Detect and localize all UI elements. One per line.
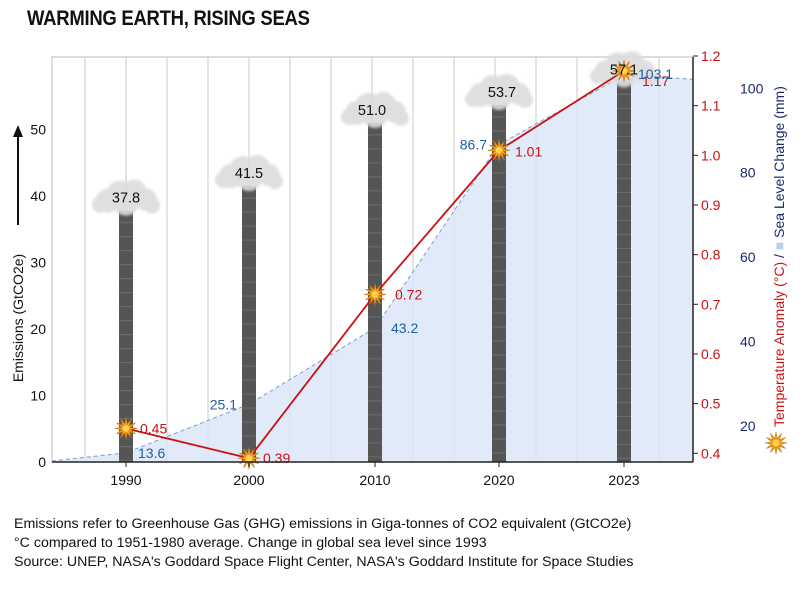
note-source: Source: UNEP, NASA's Goddard Space Fligh…	[14, 554, 634, 570]
right-inner-tick-label: 1.1	[701, 98, 721, 114]
smoke-cloud	[215, 155, 283, 192]
smoke-puff	[362, 101, 388, 128]
sea-level-value-label: 103.1	[638, 66, 673, 82]
emission-bar	[119, 210, 133, 462]
emission-value-label: 51.0	[358, 103, 386, 119]
temperature-line	[114, 59, 636, 470]
right-inner-tick-label: 1.2	[701, 48, 721, 64]
temperature-marker	[487, 139, 511, 162]
star-core	[620, 67, 628, 75]
smoke-puff	[215, 172, 231, 189]
star-core	[245, 455, 253, 462]
temperature-marker	[237, 447, 261, 470]
chart-plot: 37.8 41.5 51.0 53.7 57.1 0.45 0.39 0.72 1.01 1.17…	[10, 48, 788, 488]
right-outer-tick-label: 100	[740, 80, 764, 96]
right-axis-title-temperature: Temperature Anomaly (°C)	[771, 262, 787, 427]
emission-bar	[492, 104, 506, 462]
temperature-marker	[363, 283, 387, 306]
sea-level-fill	[52, 75, 693, 462]
left-tick-label: 0	[38, 454, 46, 470]
temperature-marker	[612, 59, 636, 82]
smoke-cloud	[341, 91, 409, 128]
right-axis-temperature-legend-marker	[764, 431, 788, 455]
temperature-value-label: 0.39	[263, 450, 290, 466]
right-axis-title-sea-marker: ■	[771, 238, 787, 250]
temperature-value-label: 1.01	[515, 143, 542, 159]
left-axis-arrow-head	[13, 125, 23, 137]
smoke-puff	[113, 189, 139, 216]
emission-bars	[92, 51, 658, 463]
right-axis-title-sea: Sea Level Change (mm)	[771, 86, 787, 238]
emission-bar	[617, 82, 631, 463]
right-inner-tick-label: 0.9	[701, 197, 721, 213]
temperature-value-label: 1.17	[642, 73, 669, 89]
smoke-puff	[517, 91, 533, 108]
sea-level-value-label: 86.7	[460, 136, 487, 152]
right-inner-tick-label: 0.8	[701, 247, 721, 263]
star-core	[371, 291, 379, 298]
left-tick-label: 10	[30, 388, 46, 404]
x-tick-label: 2023	[608, 472, 639, 488]
left-tick-label: 50	[30, 122, 46, 138]
right-inner-tick-label: 0.7	[701, 296, 721, 312]
smoke-puff	[267, 173, 283, 190]
right-axis-title: Temperature Anomaly (°C) / ■ Sea Level C…	[771, 86, 787, 427]
star-core	[495, 147, 503, 154]
right-inner-tick-label: 0.5	[701, 396, 721, 412]
right-inner-tick-label: 0.6	[701, 346, 721, 362]
emission-value-label: 57.1	[610, 62, 638, 78]
x-tick-label: 2000	[233, 472, 264, 488]
data-labels: 37.8 41.5 51.0 53.7 57.1 0.45 0.39 0.72 1.01 1.17…	[112, 62, 673, 466]
smoke-puff	[393, 109, 409, 126]
sea-level-value-label: 43.2	[391, 320, 418, 336]
smoke-cloud	[465, 73, 533, 110]
right-axis-title-separator: /	[771, 250, 787, 262]
right-outer-tick-label: 60	[740, 249, 756, 265]
smoke-puff	[486, 83, 512, 110]
chart-title: WARMING EARTH, RISING SEAS	[27, 7, 310, 30]
emission-value-label: 53.7	[488, 85, 516, 101]
sea-level-value-label: 25.1	[210, 396, 237, 412]
temperature-marker	[114, 417, 138, 440]
x-tick-label: 2010	[359, 472, 390, 488]
left-axis-title: Emissions (GtCO2e)	[10, 254, 26, 382]
right-outer-tick-label: 80	[740, 165, 756, 181]
note-baseline: °C compared to 1951-1980 average. Change…	[14, 535, 487, 551]
smoke-puff	[144, 197, 160, 214]
smoke-puff	[341, 108, 357, 125]
smoke-puff	[236, 165, 262, 192]
temperature-value-label: 0.45	[140, 420, 167, 436]
right-inner-tick-label: 0.4	[701, 445, 721, 461]
smoke-puff	[590, 68, 606, 85]
star-core	[772, 439, 780, 447]
left-tick-label: 40	[30, 188, 46, 204]
sea-level-value-label: 13.6	[138, 445, 165, 461]
right-outer-tick-label: 20	[740, 418, 756, 434]
left-tick-label: 30	[30, 255, 46, 271]
note-definition: Emissions refer to Greenhouse Gas (GHG) …	[14, 516, 632, 532]
smoke-puff	[642, 69, 658, 86]
axes: 1990 2000 2010 2020 2023 0 10 20 30 40 50 0.4 0.5 0.6…	[10, 48, 788, 488]
chart-notes: Emissions refer to Greenhouse Gas (GHG) …	[14, 515, 633, 572]
emission-value-label: 37.8	[112, 191, 140, 207]
left-tick-label: 20	[30, 321, 46, 337]
smoke-puff	[92, 196, 108, 213]
right-outer-tick-label: 40	[740, 333, 756, 349]
star-core	[122, 425, 130, 432]
emission-value-label: 41.5	[235, 166, 263, 182]
temperature-value-label: 0.72	[395, 286, 422, 302]
x-tick-label: 1990	[110, 472, 141, 488]
smoke-cloud	[92, 179, 160, 216]
right-inner-tick-label: 1.0	[701, 147, 721, 163]
smoke-puff	[465, 90, 481, 107]
x-tick-label: 2020	[483, 472, 514, 488]
